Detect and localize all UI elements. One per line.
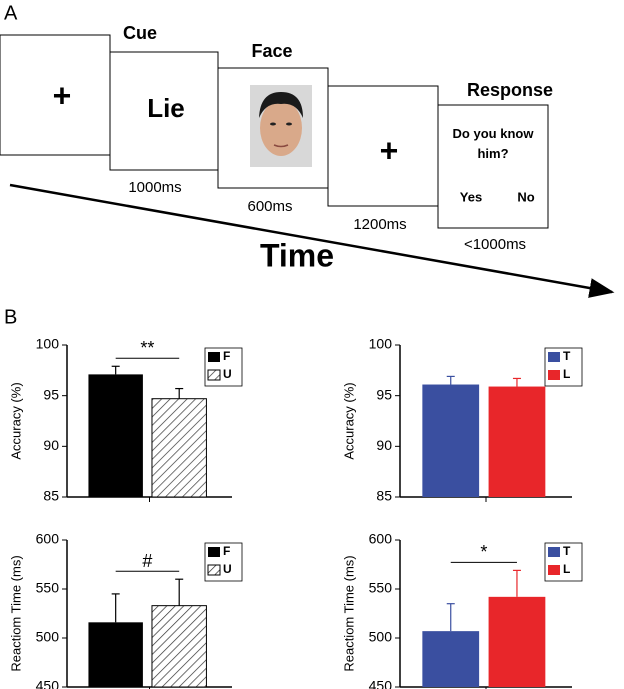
- duration: 1200ms: [353, 216, 406, 233]
- legend-label: T: [563, 349, 571, 363]
- time-arrow: [9, 183, 615, 298]
- bar: [422, 384, 480, 497]
- y-tick-label: 450: [369, 678, 393, 689]
- bar: [151, 398, 207, 498]
- y-tick-label: 85: [43, 488, 59, 504]
- option[interactable]: No: [517, 189, 534, 204]
- legend-swatch: [207, 564, 221, 576]
- question: Do you know him?: [452, 126, 534, 161]
- y-tick-label: 100: [36, 336, 60, 352]
- fixation: +: [53, 77, 72, 113]
- legend-swatch: [208, 547, 220, 557]
- legend-swatch: [548, 370, 560, 380]
- y-tick-label: 550: [369, 580, 393, 596]
- legend-label: F: [223, 544, 230, 558]
- legend-swatch: [208, 352, 220, 362]
- frame: [0, 34, 111, 156]
- duration: 600ms: [247, 198, 292, 215]
- significance-label: *: [480, 542, 487, 562]
- face-photo: [250, 85, 312, 167]
- legend-swatch: [548, 352, 560, 362]
- frame: [437, 104, 549, 229]
- legend-label: T: [563, 544, 571, 558]
- time-label: Time: [260, 237, 334, 273]
- legend-label: U: [223, 367, 232, 381]
- y-tick-label: 500: [369, 629, 393, 645]
- legend-label: F: [223, 349, 230, 363]
- y-axis-label: Accuracy (%): [8, 382, 23, 459]
- option[interactable]: Yes: [460, 189, 482, 204]
- significance-label: #: [142, 551, 152, 571]
- bar: [88, 374, 143, 497]
- legend-label: L: [563, 367, 570, 381]
- y-axis-label: Reactiom Time (ms): [341, 555, 356, 671]
- cue-word: Lie: [147, 93, 185, 123]
- legend-label: U: [223, 562, 232, 576]
- y-tick-label: 85: [376, 488, 392, 504]
- fixation: +: [380, 132, 399, 168]
- bar: [422, 631, 480, 687]
- y-tick-label: 500: [36, 629, 60, 645]
- panel-label: A: [4, 2, 18, 24]
- y-tick-label: 100: [369, 336, 393, 352]
- y-tick-label: 95: [43, 386, 59, 402]
- y-tick-label: 600: [36, 531, 60, 547]
- question-box: Do you know him?: [452, 126, 534, 161]
- frame-title: Face: [251, 41, 292, 61]
- significance-label: **: [140, 338, 154, 358]
- legend-swatch: [207, 369, 221, 381]
- bar: [88, 622, 143, 687]
- legend-box: [544, 542, 583, 582]
- frame-title: Cue: [123, 23, 157, 43]
- legend-box: [204, 347, 243, 387]
- duration: 1000ms: [128, 179, 181, 196]
- legend-swatch: [548, 565, 560, 575]
- legend-box: [544, 347, 583, 387]
- y-tick-label: 95: [376, 386, 392, 402]
- y-tick-label: 90: [376, 437, 392, 453]
- y-tick-label: 600: [369, 531, 393, 547]
- duration: <1000ms: [464, 236, 526, 253]
- y-axis-label: Reactiom Time (ms): [8, 555, 23, 671]
- legend-label: L: [563, 562, 570, 576]
- bar: [488, 386, 546, 497]
- legend-box: [204, 542, 243, 582]
- legend-swatch: [548, 547, 560, 557]
- frame: [327, 85, 439, 207]
- y-tick-label: 550: [36, 580, 60, 596]
- panel-label: B: [4, 306, 17, 328]
- y-tick-label: 90: [43, 437, 59, 453]
- frame-title: Response: [467, 80, 553, 100]
- y-axis-label: Accuracy (%): [341, 382, 356, 459]
- bar: [488, 596, 546, 687]
- frame: [109, 51, 219, 171]
- bar: [151, 605, 207, 688]
- y-tick-label: 450: [36, 678, 60, 689]
